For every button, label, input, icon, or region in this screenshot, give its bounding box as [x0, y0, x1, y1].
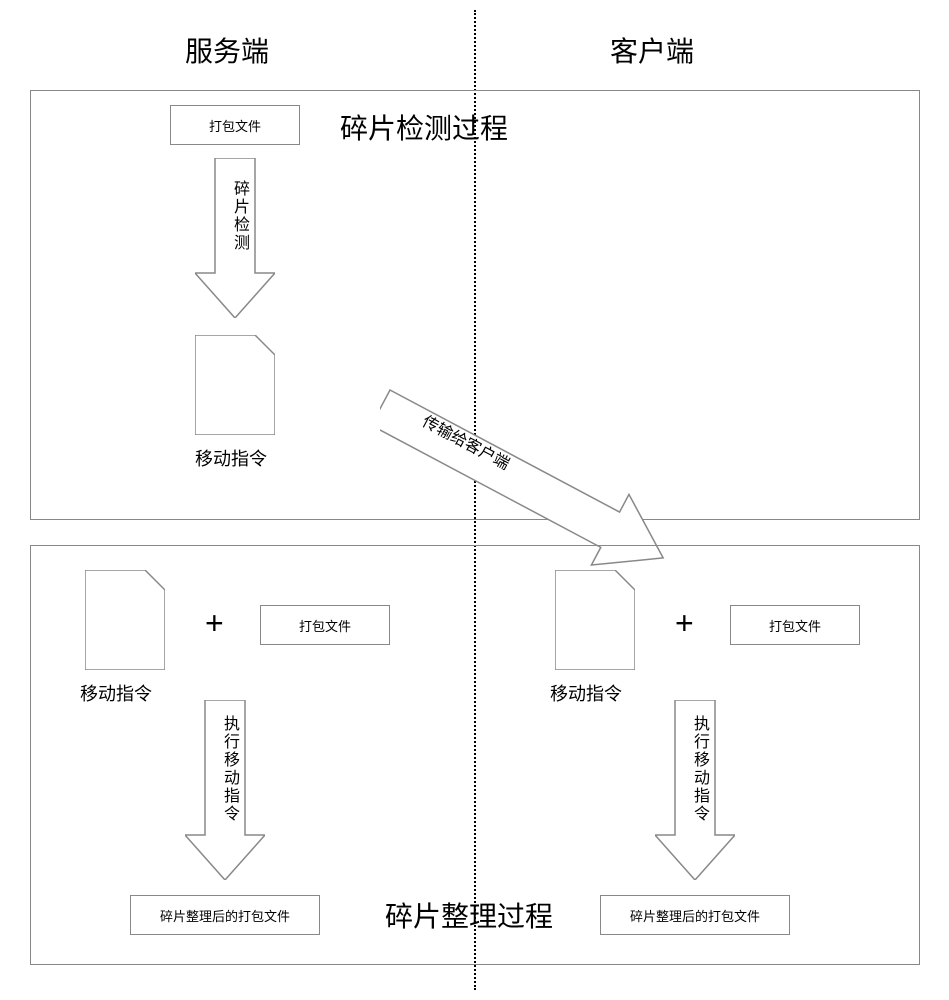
package-file-label-br: 打包文件 — [769, 616, 821, 635]
package-file-box: 打包文件 — [170, 105, 300, 145]
package-file-box-bl: 打包文件 — [260, 605, 390, 645]
move-cmd-doc-br — [555, 570, 635, 670]
package-file-label: 打包文件 — [209, 116, 261, 135]
plus-right: + — [675, 605, 694, 642]
move-cmd-doc-top — [195, 335, 275, 435]
result-label-right: 碎片整理后的打包文件 — [630, 906, 760, 925]
plus-left: + — [205, 605, 224, 642]
top-panel-title: 碎片检测过程 — [340, 107, 508, 147]
bottom-panel-title: 碎片整理过程 — [385, 895, 553, 935]
result-box-right: 碎片整理后的打包文件 — [600, 895, 790, 935]
result-label-left: 碎片整理后的打包文件 — [160, 906, 290, 925]
server-header: 服务端 — [185, 30, 269, 70]
move-cmd-label-bl: 移动指令 — [80, 680, 152, 706]
client-header: 客户端 — [610, 30, 694, 70]
exec-arrow-label-right: 执行移动指令 — [687, 715, 711, 823]
move-cmd-label-top: 移动指令 — [195, 445, 267, 471]
move-cmd-doc-bl — [85, 570, 165, 670]
move-cmd-label-br: 移动指令 — [550, 680, 622, 706]
detect-arrow-label: 碎片检测 — [227, 180, 251, 252]
package-file-box-br: 打包文件 — [730, 605, 860, 645]
exec-arrow-label-left: 执行移动指令 — [217, 715, 241, 823]
result-box-left: 碎片整理后的打包文件 — [130, 895, 320, 935]
package-file-label-bl: 打包文件 — [299, 616, 351, 635]
